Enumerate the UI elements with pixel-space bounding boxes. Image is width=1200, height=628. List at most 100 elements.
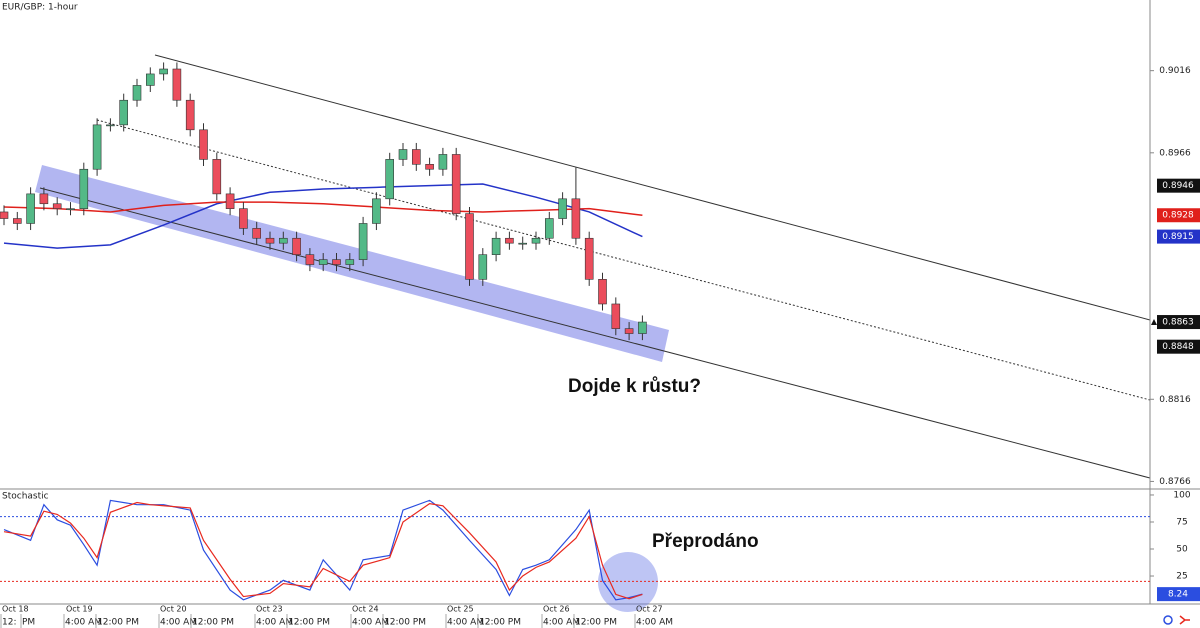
- candle-body: [584, 237, 594, 280]
- candle-body: [598, 279, 607, 305]
- candle-body: [305, 254, 315, 265]
- moving-average: [3, 183, 643, 249]
- candle-body: [358, 223, 368, 260]
- annotation: Přeprodáno: [652, 531, 759, 552]
- candle-body: [13, 218, 22, 224]
- candle-body: [571, 198, 581, 239]
- date-label: Oct 24: [352, 605, 379, 614]
- candle-body: [185, 99, 195, 131]
- date-label: Oct 25: [447, 605, 474, 614]
- candle-body: [425, 164, 434, 170]
- candle-body: [558, 198, 567, 219]
- candle-body: [159, 68, 168, 75]
- time-label: 4:00 AM: [636, 618, 673, 628]
- candle-body: [225, 193, 235, 209]
- candle-body: [92, 124, 102, 170]
- candle-body: [278, 237, 288, 244]
- candle-body: [451, 154, 461, 214]
- level-badge: 0.8946: [1162, 181, 1194, 191]
- title-bg: [0, 0, 66, 13]
- level-badge-bg: [1157, 339, 1200, 354]
- candle-body: [132, 85, 142, 101]
- candle-body: [611, 303, 621, 329]
- time-label: 4:00 AM: [543, 618, 580, 628]
- candle-body: [385, 159, 395, 200]
- time-label: 12:00 PM: [288, 618, 330, 628]
- icon[interactable]: [1163, 615, 1173, 625]
- date-label: Oct 18: [2, 605, 29, 614]
- candle-body: [438, 154, 448, 170]
- candle-body: [106, 124, 115, 127]
- time-label: 4:00 AM: [447, 618, 484, 628]
- ma-badge: 0.8928: [1162, 211, 1194, 221]
- candle-body: [531, 237, 541, 244]
- price-badge-bg: [1157, 315, 1200, 330]
- candle-body: [624, 328, 634, 334]
- time-label: 4:00 AM: [160, 618, 197, 628]
- channel-mid: [96, 119, 1151, 401]
- candle-body: [212, 159, 222, 195]
- candle-body: [79, 168, 89, 209]
- candle-body: [491, 237, 501, 255]
- stoch-tick-label: 75: [1176, 517, 1187, 527]
- candle-body: [146, 73, 155, 86]
- date-label: Oct 23: [256, 605, 283, 614]
- icon[interactable]: [1179, 615, 1190, 625]
- y-tick-label: 0.8966: [1159, 148, 1191, 158]
- channel-bottom: [39, 187, 1151, 479]
- time-label: PM: [22, 618, 35, 628]
- candle-body: [345, 259, 355, 265]
- candle-body: [518, 242, 528, 245]
- candle-body: [372, 198, 381, 224]
- moving-average: [3, 201, 643, 216]
- time-label: 4:00 AM: [352, 618, 389, 628]
- time-label: 4:00 AM: [256, 618, 293, 628]
- toolbar-icons: [1163, 615, 1190, 625]
- candle-body: [172, 68, 182, 101]
- stoch-tick-label: 100: [1173, 490, 1190, 500]
- chart-title: EUR/GBP: 1-hour: [2, 3, 78, 13]
- stoch-tick-label: 25: [1176, 572, 1187, 582]
- y-tick-label: 0.8766: [1159, 477, 1191, 487]
- time-label: 4:00 AM: [65, 618, 102, 628]
- time-label: 12:00 PM: [192, 618, 234, 628]
- channel-top: [154, 54, 1151, 321]
- candle-body: [332, 259, 341, 265]
- stoch-badge: 8.24: [1168, 590, 1188, 600]
- oversold-highlight: [598, 552, 658, 612]
- candle-body: [411, 149, 421, 165]
- candle-body: [465, 213, 474, 280]
- time-label: 12:00 PM: [384, 618, 426, 628]
- candle-body: [66, 208, 75, 210]
- time-label: 12:00 PM: [575, 618, 617, 628]
- candle-body: [318, 259, 328, 265]
- y-tick-label: 0.9016: [1159, 66, 1191, 76]
- stoch-label-bg: [0, 490, 40, 502]
- candle-body: [478, 254, 488, 280]
- candle-body: [265, 237, 275, 244]
- candle-body: [505, 237, 514, 244]
- ma-badge-bg: [1157, 229, 1200, 244]
- level-badge: 0.8848: [1162, 342, 1194, 352]
- candle-body: [252, 228, 261, 239]
- time-label: 12:00 PM: [479, 618, 521, 628]
- candle-body: [544, 218, 554, 239]
- annotation: Dojde k růstu?: [568, 376, 701, 397]
- stoch-badge-bg: [1157, 587, 1200, 602]
- price-marker: [1151, 319, 1157, 326]
- stoch-tick-label: 50: [1176, 545, 1188, 555]
- stoch-line: [3, 499, 643, 601]
- date-label: Oct 26: [543, 605, 570, 614]
- y-tick-label: 0.8816: [1159, 395, 1191, 405]
- price-badge: 0.8863: [1162, 318, 1194, 328]
- ma-badge-bg: [1157, 208, 1200, 223]
- ma-badge: 0.8915: [1162, 232, 1194, 242]
- candle-body: [0, 211, 9, 219]
- candle-body: [26, 193, 35, 224]
- candle-body: [292, 237, 301, 255]
- candle-body: [52, 203, 62, 209]
- candle-body: [638, 321, 647, 334]
- date-label: Oct 19: [66, 605, 93, 614]
- level-badge-bg: [1157, 178, 1200, 193]
